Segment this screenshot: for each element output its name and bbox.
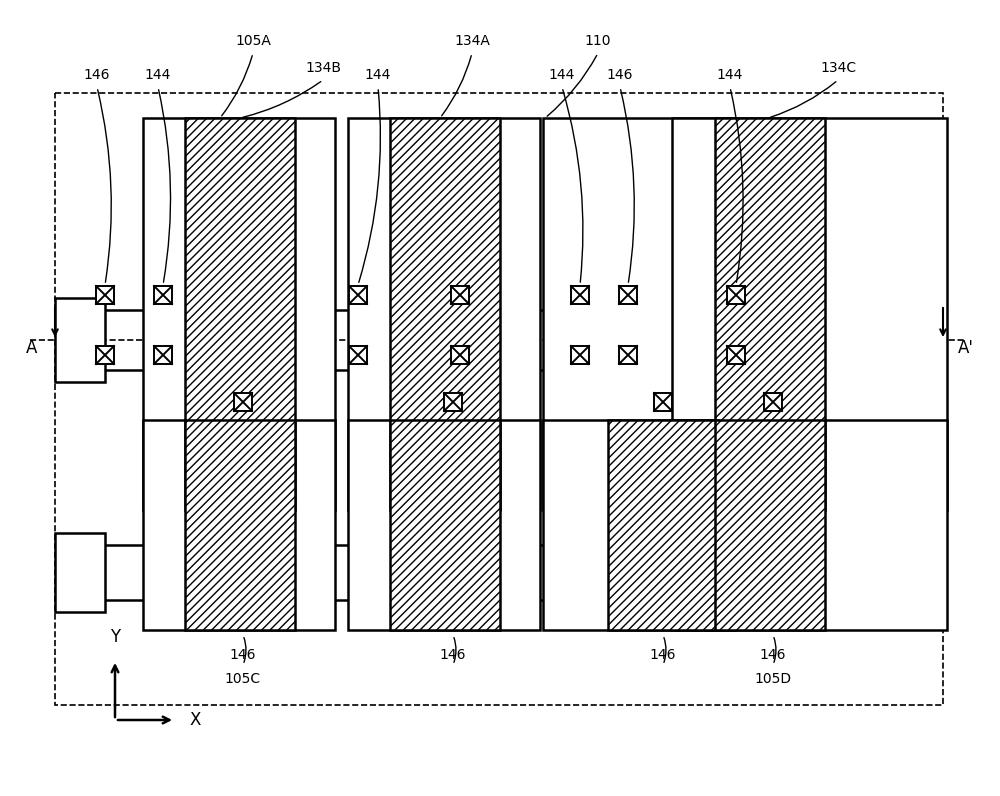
- Text: 110: 110: [585, 34, 611, 48]
- Bar: [444, 393, 462, 411]
- Text: 146: 146: [607, 68, 633, 82]
- Bar: [96, 286, 114, 304]
- Bar: [390, 118, 500, 510]
- Bar: [348, 118, 540, 510]
- Text: 146: 146: [230, 648, 256, 662]
- Bar: [672, 420, 947, 630]
- Bar: [715, 420, 825, 630]
- Text: 144: 144: [549, 68, 575, 82]
- Text: 146: 146: [650, 648, 676, 662]
- Text: A: A: [26, 339, 38, 357]
- Text: 134C: 134C: [820, 61, 856, 75]
- Bar: [234, 393, 252, 411]
- Text: 146: 146: [84, 68, 110, 82]
- Bar: [543, 118, 735, 510]
- Text: 105C: 105C: [225, 672, 261, 686]
- Bar: [451, 346, 469, 364]
- Text: 105D: 105D: [754, 672, 792, 686]
- Text: A': A': [958, 339, 974, 357]
- Bar: [96, 346, 114, 364]
- Text: 144: 144: [145, 68, 171, 82]
- Bar: [672, 118, 947, 510]
- Text: 105A: 105A: [235, 34, 271, 48]
- Bar: [571, 286, 589, 304]
- Text: 144: 144: [365, 68, 391, 82]
- Bar: [143, 420, 335, 630]
- Bar: [185, 420, 295, 630]
- Text: 144: 144: [717, 68, 743, 82]
- Bar: [727, 286, 745, 304]
- Text: 134B: 134B: [305, 61, 341, 75]
- Text: 146: 146: [440, 648, 466, 662]
- Bar: [55, 533, 105, 612]
- Bar: [451, 286, 469, 304]
- Bar: [348, 420, 540, 630]
- Bar: [154, 346, 172, 364]
- Bar: [390, 420, 500, 630]
- Bar: [55, 93, 943, 705]
- Bar: [898, 298, 943, 382]
- Bar: [715, 118, 825, 510]
- Bar: [619, 346, 637, 364]
- Bar: [349, 346, 367, 364]
- Text: Y: Y: [110, 628, 120, 646]
- Bar: [571, 346, 589, 364]
- Bar: [727, 346, 745, 364]
- Text: 146: 146: [760, 648, 786, 662]
- Bar: [55, 298, 105, 382]
- Bar: [764, 393, 782, 411]
- Bar: [654, 393, 672, 411]
- Bar: [349, 286, 367, 304]
- Bar: [608, 420, 718, 630]
- Bar: [185, 118, 295, 510]
- Bar: [154, 286, 172, 304]
- Bar: [619, 286, 637, 304]
- Text: X: X: [189, 711, 200, 729]
- Bar: [543, 420, 735, 630]
- Text: 134A: 134A: [454, 34, 490, 48]
- Bar: [143, 118, 335, 510]
